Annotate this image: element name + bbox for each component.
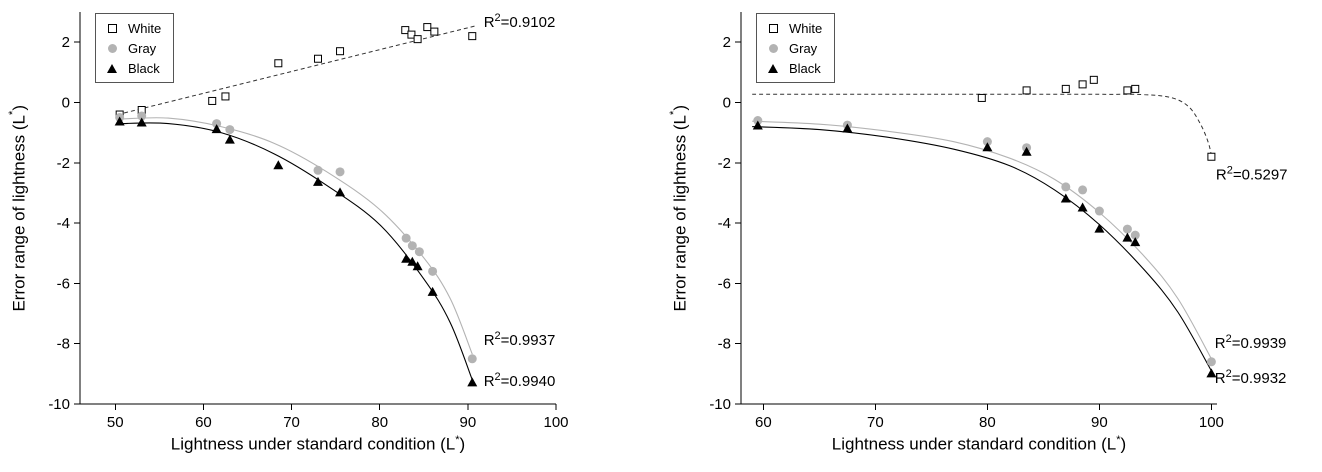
x-axis-label-close: ) [459, 434, 466, 454]
svg-text:-10: -10 [48, 396, 70, 413]
svg-text:-8: -8 [718, 336, 731, 353]
svg-text:-6: -6 [57, 275, 70, 292]
y-axis-label-left: Error range of lightness (L*) [4, 12, 32, 404]
svg-text:-2: -2 [57, 155, 70, 172]
svg-text:80: 80 [979, 414, 996, 431]
chart-canvas-left: 50 60 70 80 90 100 2 0 -2 -4 -6 -8 -10 R2=0.9102 R2=0.… [48, 12, 569, 431]
gray-circle-icon [766, 43, 780, 53]
svg-text:R2=0.9102: R2=0.9102 [484, 12, 556, 31]
legend-item-gray: Gray [105, 40, 161, 56]
svg-text:100: 100 [1199, 414, 1224, 431]
svg-text:-6: -6 [718, 275, 731, 292]
svg-text:90: 90 [460, 414, 477, 431]
legend-item-white: White [766, 20, 823, 36]
legend-label-gray: Gray [789, 40, 818, 56]
svg-text:-4: -4 [57, 215, 70, 232]
black-triangle-icon [105, 63, 119, 73]
svg-text:50: 50 [107, 414, 124, 431]
x-axis-label-left: Lightness under standard condition (L*) [80, 434, 556, 455]
svg-text:90: 90 [1091, 414, 1108, 431]
y-axis-label-right: Error range of lightness (L*) [665, 12, 693, 404]
legend-item-white: White [105, 20, 162, 36]
svg-text:R2=0.9937: R2=0.9937 [484, 330, 556, 349]
legend-item-gray: Gray [766, 40, 822, 56]
x-axis-label-right: Lightness under standard condition (L*) [741, 434, 1217, 455]
chart-canvas-right: 60 70 80 90 100 2 0 -2 -4 -6 -8 -10 R2=0.5297 R2=0.99… [709, 12, 1288, 431]
svg-text:-10: -10 [709, 396, 731, 413]
svg-text:0: 0 [723, 94, 731, 111]
open-square-icon [766, 23, 780, 33]
y-axis-label-text: Error range of lightness (L [9, 114, 29, 312]
legend-label-white: White [789, 20, 823, 36]
x-axis-label-text: Lightness under standard condition (L [831, 434, 1117, 454]
svg-text:0: 0 [62, 94, 70, 111]
legend-label-black: Black [128, 60, 160, 76]
chart-panel-left: 50 60 70 80 90 100 2 0 -2 -4 -6 -8 -10 R2=0.9102 R2=0.… [4, 12, 569, 455]
svg-text:60: 60 [755, 414, 772, 431]
y-axis-label-close: ) [9, 104, 29, 111]
legend-left: White Gray Black [95, 13, 175, 83]
legend-right: White Gray Black [756, 13, 836, 83]
y-axis-label-close: ) [670, 104, 690, 111]
gray-circle-icon [105, 43, 119, 53]
svg-text:R2=0.9932: R2=0.9932 [1215, 368, 1287, 387]
chart-panel-right: 60 70 80 90 100 2 0 -2 -4 -6 -8 -10 R2=0.5297 R2=0.99… [661, 0, 1322, 472]
svg-text:100: 100 [543, 414, 568, 431]
svg-text:60: 60 [195, 414, 212, 431]
y-axis-label-sup: * [667, 110, 680, 115]
svg-text:80: 80 [371, 414, 388, 431]
y-axis-label-sup: * [6, 110, 19, 115]
legend-label-black: Black [789, 60, 821, 76]
x-axis-label-text: Lightness under standard condition (L [170, 434, 456, 454]
y-axis-label-text: Error range of lightness (L [670, 114, 690, 312]
legend-item-black: Black [105, 60, 161, 76]
svg-text:R2=0.9939: R2=0.9939 [1215, 333, 1287, 352]
svg-text:R2=0.9940: R2=0.9940 [484, 371, 556, 390]
legend-label-white: White [128, 20, 162, 36]
legend-item-black: Black [766, 60, 822, 76]
open-square-icon [105, 23, 119, 33]
x-axis-label-close: ) [1120, 434, 1127, 454]
svg-text:-4: -4 [718, 215, 731, 232]
black-triangle-icon [766, 63, 780, 73]
svg-text:R2=0.5297: R2=0.5297 [1216, 164, 1288, 183]
svg-text:2: 2 [723, 34, 731, 51]
svg-text:-8: -8 [57, 336, 70, 353]
legend-label-gray: Gray [128, 40, 157, 56]
svg-text:70: 70 [867, 414, 884, 431]
svg-text:-2: -2 [718, 155, 731, 172]
x-axis-label-sup: * [1116, 434, 1121, 446]
svg-text:70: 70 [283, 414, 300, 431]
x-axis-label-sup: * [455, 434, 460, 446]
svg-text:2: 2 [62, 34, 70, 51]
